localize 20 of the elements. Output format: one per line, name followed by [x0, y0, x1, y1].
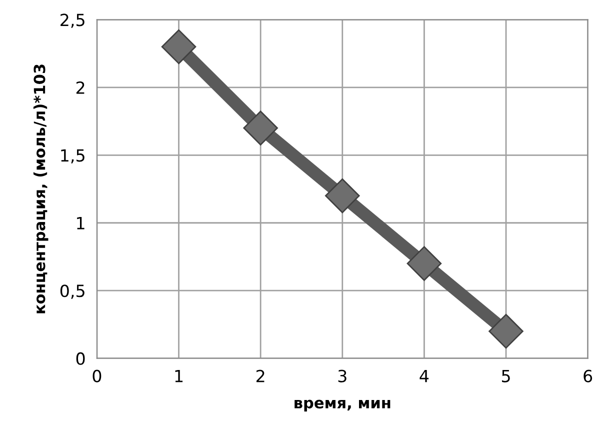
x-tick-label: 3: [338, 370, 346, 382]
point: [243, 110, 278, 146]
x-tick-label: 1: [175, 370, 183, 382]
y-tick-label: 1,5: [61, 149, 84, 164]
point: [406, 246, 442, 281]
x-tick-label: 4: [420, 370, 429, 382]
x-axis-title: время, мин: [294, 400, 390, 412]
y-tick-label: 1: [77, 217, 84, 230]
point: [488, 314, 524, 349]
point: [325, 178, 360, 214]
y-tick-label: 2: [76, 81, 84, 94]
y-tick-label: 0,5: [60, 284, 84, 299]
point: [161, 29, 196, 64]
x-tick-label: 0: [92, 370, 102, 382]
y-tick-label: 2,5: [60, 14, 84, 28]
x-tick-label: 5: [502, 370, 510, 382]
x-tick-label: 6: [584, 370, 592, 382]
y-axis-title: концентрация, (моль/л)*103: [33, 64, 48, 314]
x-tick-label: 2: [256, 370, 264, 382]
y-tick-label: 0: [76, 352, 85, 365]
